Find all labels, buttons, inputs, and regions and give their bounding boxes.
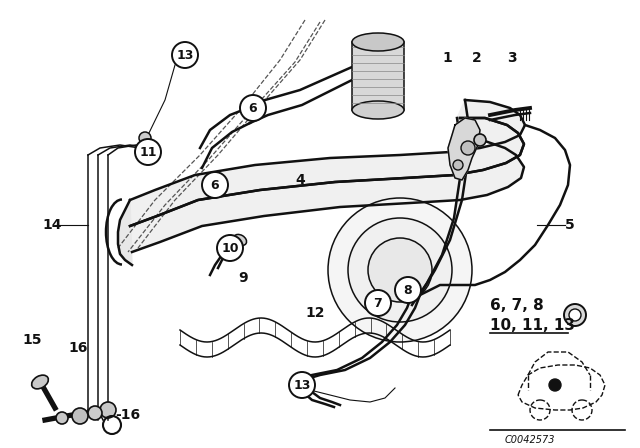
- Text: 11: 11: [140, 146, 157, 159]
- Circle shape: [240, 95, 266, 121]
- Text: C0042573: C0042573: [505, 435, 556, 445]
- Text: 14: 14: [42, 218, 61, 232]
- Text: 3: 3: [507, 51, 516, 65]
- Circle shape: [395, 277, 421, 303]
- Text: 6: 6: [211, 178, 220, 191]
- Circle shape: [289, 372, 315, 398]
- Text: 12: 12: [305, 306, 324, 320]
- Circle shape: [208, 178, 222, 192]
- Circle shape: [172, 42, 198, 68]
- Text: 8: 8: [404, 284, 412, 297]
- Circle shape: [138, 142, 158, 162]
- Circle shape: [348, 218, 452, 322]
- Ellipse shape: [352, 101, 404, 119]
- Circle shape: [202, 172, 228, 198]
- Circle shape: [368, 238, 432, 302]
- Polygon shape: [130, 100, 525, 226]
- Circle shape: [564, 304, 586, 326]
- Circle shape: [143, 147, 153, 157]
- Bar: [352, 42, 404, 110]
- Text: 16: 16: [68, 341, 88, 355]
- Circle shape: [242, 97, 264, 119]
- Text: 7: 7: [374, 297, 382, 310]
- Text: 9: 9: [238, 271, 248, 285]
- Circle shape: [328, 198, 472, 342]
- Ellipse shape: [352, 33, 404, 51]
- Text: 1: 1: [442, 51, 452, 65]
- Polygon shape: [118, 200, 132, 265]
- Text: 4: 4: [295, 173, 305, 187]
- Text: 13: 13: [176, 48, 194, 61]
- Circle shape: [223, 241, 237, 255]
- Ellipse shape: [31, 375, 49, 389]
- Circle shape: [365, 290, 391, 316]
- Circle shape: [461, 141, 475, 155]
- Circle shape: [549, 379, 561, 391]
- Circle shape: [204, 174, 226, 196]
- Circle shape: [569, 309, 581, 321]
- Ellipse shape: [234, 234, 246, 246]
- Circle shape: [246, 101, 260, 115]
- Text: 10: 10: [221, 241, 239, 254]
- Text: 10, 11, 13: 10, 11, 13: [490, 318, 575, 332]
- Text: 6, 7, 8: 6, 7, 8: [490, 297, 544, 313]
- Circle shape: [139, 132, 151, 144]
- Text: -16: -16: [115, 408, 140, 422]
- Circle shape: [72, 408, 88, 424]
- Circle shape: [219, 237, 241, 259]
- Circle shape: [135, 139, 161, 165]
- Text: 2: 2: [472, 51, 482, 65]
- Circle shape: [474, 134, 486, 146]
- Polygon shape: [412, 100, 468, 305]
- Circle shape: [453, 160, 463, 170]
- Text: 15: 15: [22, 333, 42, 347]
- Circle shape: [56, 412, 68, 424]
- Polygon shape: [130, 118, 524, 252]
- Text: 5: 5: [565, 218, 575, 232]
- Circle shape: [100, 402, 116, 418]
- Circle shape: [217, 235, 243, 261]
- Polygon shape: [448, 118, 480, 180]
- Circle shape: [88, 406, 102, 420]
- Text: 6: 6: [249, 102, 257, 115]
- Text: 13: 13: [293, 379, 310, 392]
